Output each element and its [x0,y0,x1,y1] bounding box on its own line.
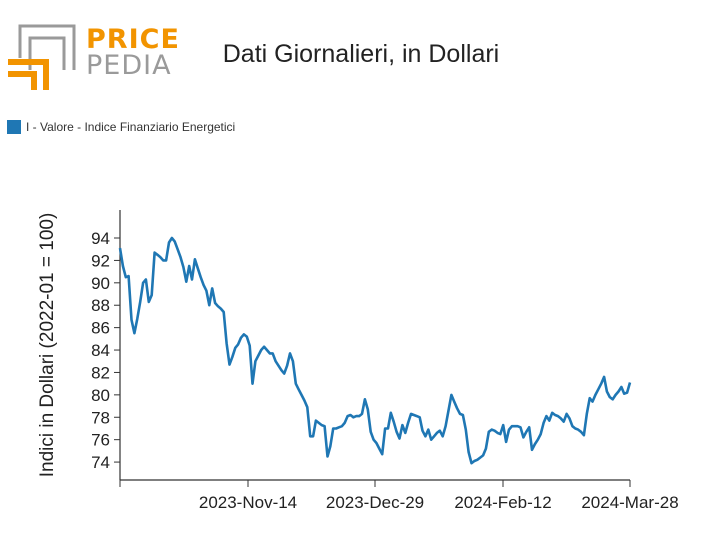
chart-title: Dati Giornalieri, in Dollari [222,40,500,68]
y-tick-label: 78 [91,408,110,427]
y-axis-label: Indici in Dollari (2022-01 = 100) [37,213,58,478]
logo-mark-icon [8,24,76,90]
legend-swatch [7,120,21,134]
x-tick-label: 2023-Nov-14 [199,493,297,512]
x-tick-label: 2023-Dec-29 [326,493,424,512]
y-tick-label: 94 [91,229,110,248]
x-tick-label: 2024-Mar-28 [581,493,678,512]
logo-text-pedia: PEDIA [86,50,172,81]
x-tick-label: 2024-Feb-12 [454,493,551,512]
y-tick-label: 76 [91,431,110,450]
pricepedia-logo: PRICE PEDIA [8,20,179,95]
series-line [118,236,632,465]
y-tick-label: 92 [91,251,110,270]
legend: I - Valore - Indice Finanziario Energeti… [7,119,235,135]
y-tick-label: 84 [91,341,110,360]
y-tick-label: 74 [91,453,110,472]
y-tick-label: 82 [91,363,110,382]
legend-label: I - Valore - Indice Finanziario Energeti… [26,120,236,134]
logo-text-price: PRICE [86,24,180,55]
y-tick-label: 86 [91,319,110,338]
y-tick-label: 80 [91,386,110,405]
y-tick-label: 90 [91,274,110,293]
y-tick-label: 88 [91,296,110,315]
